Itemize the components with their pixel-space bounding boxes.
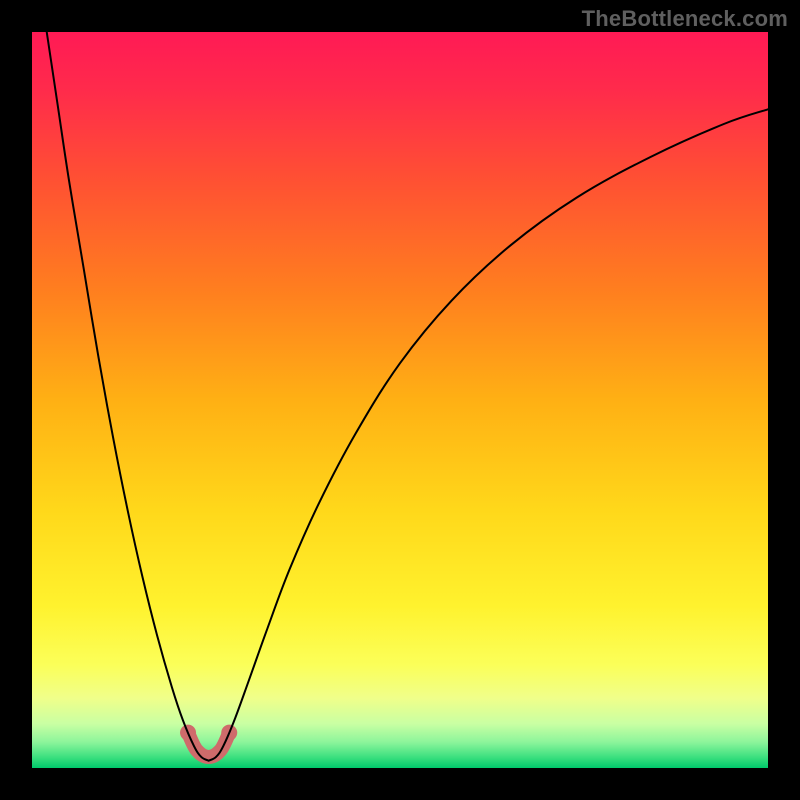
- chart-frame: TheBottleneck.com: [0, 0, 800, 800]
- plot-area: [32, 32, 768, 768]
- watermark-text: TheBottleneck.com: [582, 6, 788, 32]
- chart-svg: [32, 32, 768, 768]
- gradient-background: [32, 32, 768, 768]
